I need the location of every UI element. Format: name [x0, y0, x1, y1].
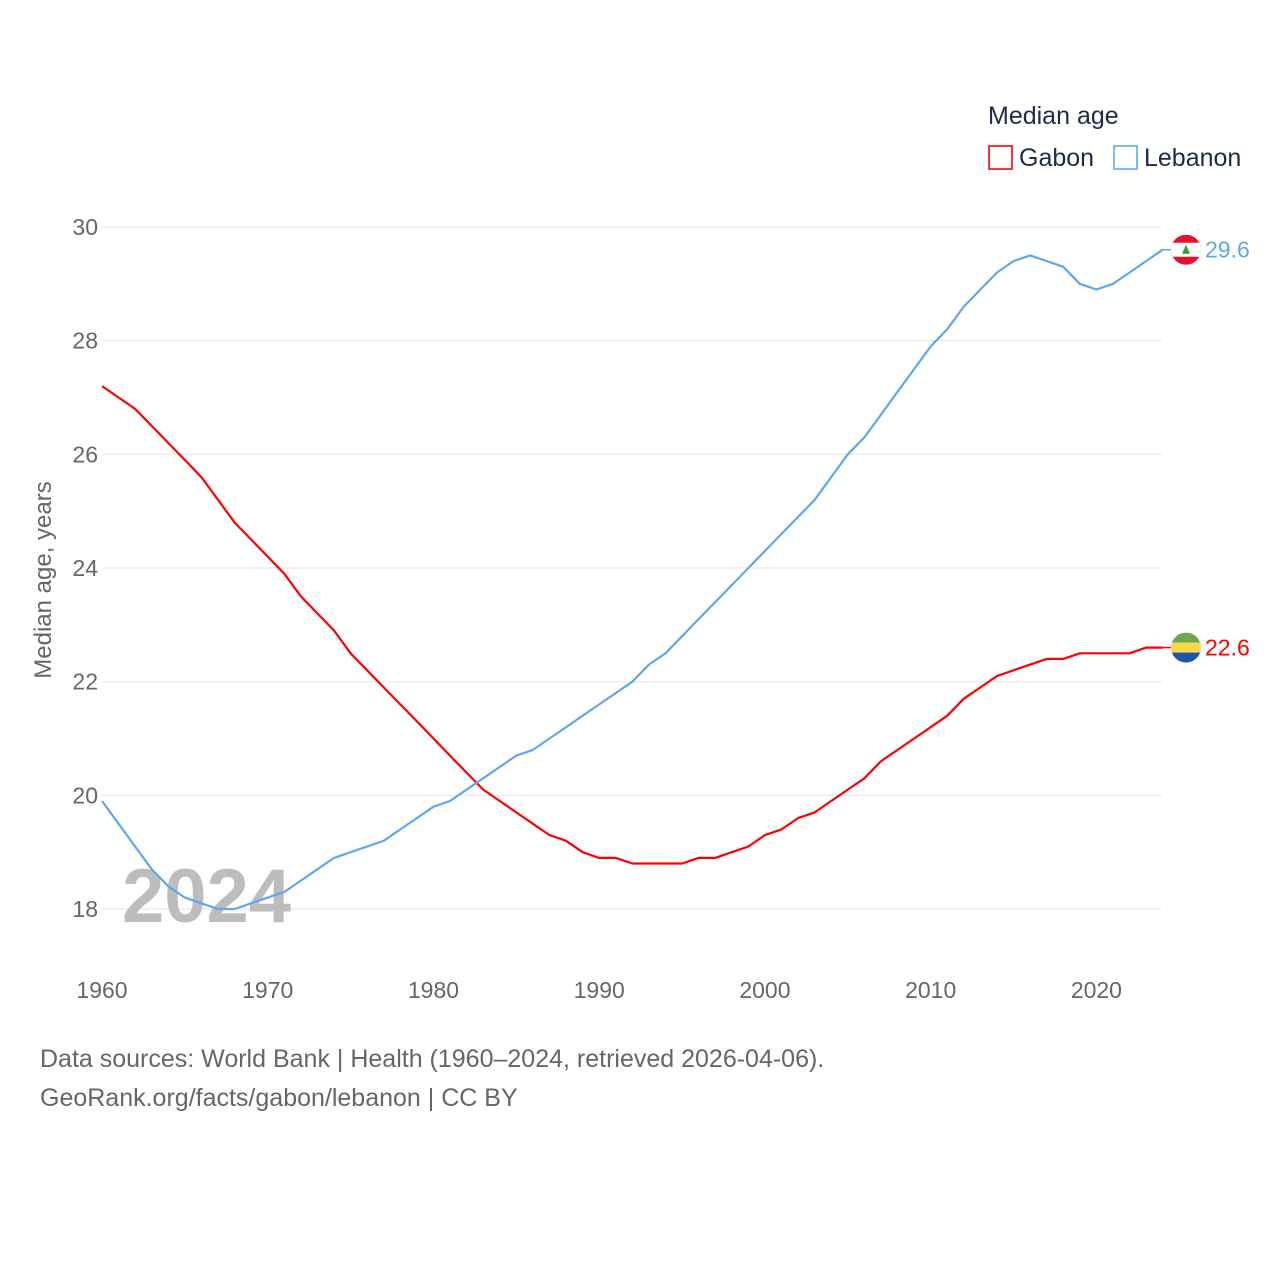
x-tick-label: 1990 [574, 977, 625, 1003]
x-tick-label: 1970 [242, 977, 293, 1003]
footer-credit[interactable]: GeoRank.org/facts/gabon/lebanon | CC BY [40, 1084, 518, 1112]
legend-title: Median age [988, 102, 1119, 130]
x-tick-label: 1980 [408, 977, 459, 1003]
series-line-lebanon [101, 248, 1164, 911]
y-axis-title: Median age, years [30, 481, 57, 678]
gabon-flag-icon [1171, 632, 1201, 663]
legend-swatch [988, 145, 1013, 170]
y-tick-label: 22 [72, 669, 98, 695]
x-tick-label: 2020 [1071, 977, 1122, 1003]
footer-sources: Data sources: World Bank | Health (1960–… [40, 1045, 825, 1073]
y-tick-label: 20 [72, 782, 98, 808]
x-tick-label: 2000 [739, 977, 790, 1003]
legend-item-gabon[interactable]: Gabon [988, 144, 1094, 172]
legend-swatch [1113, 145, 1138, 170]
x-tick-label: 2010 [905, 977, 956, 1003]
end-value-label: 29.6 [1205, 237, 1250, 263]
x-tick-label: 1960 [76, 977, 127, 1003]
series-line-gabon [101, 385, 1163, 865]
end-value-label: 22.6 [1205, 635, 1250, 661]
lebanon-flag-icon [1171, 234, 1201, 265]
y-tick-label: 24 [72, 555, 98, 581]
y-tick-label: 28 [72, 328, 98, 354]
legend-label: Lebanon [1144, 144, 1241, 172]
watermark-year: 2024 [122, 854, 291, 939]
y-tick-label: 30 [72, 214, 98, 240]
y-tick-label: 26 [72, 441, 98, 467]
legend-item-lebanon[interactable]: Lebanon [1113, 144, 1241, 172]
y-tick-label: 18 [72, 896, 98, 922]
legend-label: Gabon [1019, 144, 1094, 172]
